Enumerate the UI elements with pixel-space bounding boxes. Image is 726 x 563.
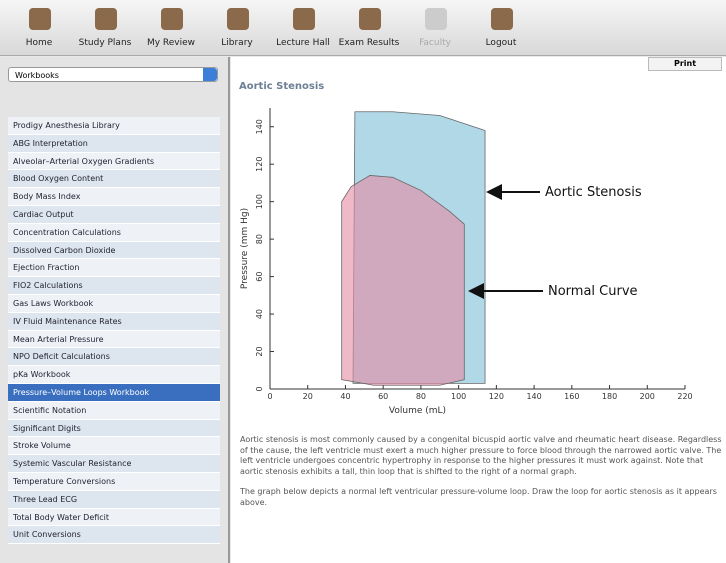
y-tick-label: 0	[255, 386, 264, 391]
x-tick-label: 60	[378, 392, 388, 401]
workbook-item[interactable]: Prodigy Anesthesia Library	[8, 117, 220, 135]
toolbar-label: Library	[204, 38, 270, 48]
workbook-item[interactable]: Scientific Notation	[8, 402, 220, 420]
toolbar-button[interactable]: Faculty	[402, 0, 468, 56]
workbook-item[interactable]: Systemic Vascular Resistance	[8, 455, 220, 473]
workbook-item[interactable]: pKa Workbook	[8, 366, 220, 384]
toolbar-button[interactable]: Logout	[468, 0, 534, 56]
toolbar-button[interactable]: Exam Results	[336, 0, 402, 56]
workbook-item[interactable]: Unit Conversions	[8, 526, 220, 544]
toolbar-icon	[161, 8, 183, 30]
workbook-item[interactable]: Body Mass Index	[8, 188, 220, 206]
description: Aortic stenosis is most commonly caused …	[240, 435, 724, 518]
toolbar-label: Exam Results	[336, 38, 402, 48]
workbook-item[interactable]: ABG Interpretation	[8, 135, 220, 153]
toolbar-button[interactable]: My Review	[138, 0, 204, 56]
x-tick-label: 180	[602, 392, 617, 401]
legend-label: Aortic Stenosis	[545, 185, 642, 200]
toolbar-label: Faculty	[402, 38, 468, 48]
print-button[interactable]: Print	[648, 57, 722, 71]
toolbar-button[interactable]: Study Plans	[72, 0, 138, 56]
toolbar-label: Lecture Hall	[270, 38, 336, 48]
workbook-item[interactable]: Dissolved Carbon Dioxide	[8, 242, 220, 260]
x-tick-label: 20	[303, 392, 313, 401]
toolbar-icon	[95, 8, 117, 30]
toolbar-icon	[227, 8, 249, 30]
workbook-item[interactable]: FIO2 Calculations	[8, 277, 220, 295]
x-tick-label: 40	[340, 392, 350, 401]
x-axis-label: Volume (mL)	[389, 406, 446, 416]
toolbar-icon	[29, 8, 51, 30]
workbook-item[interactable]: Ejection Fraction	[8, 259, 220, 277]
legend-label: Normal Curve	[548, 284, 638, 299]
toolbar-button[interactable]: Home	[6, 0, 72, 56]
content: Print Aortic Stenosis 0 20 40 60 80 100 120 140…	[231, 57, 726, 563]
y-tick-label: 20	[255, 346, 264, 356]
workbook-select[interactable]: Workbooks	[8, 67, 218, 82]
workbook-item[interactable]: Gas Laws Workbook	[8, 295, 220, 313]
x-tick-label: 140	[526, 392, 541, 401]
x-tick-label: 0	[267, 392, 272, 401]
toolbar-icon	[425, 8, 447, 30]
x-tick-label: 100	[451, 392, 466, 401]
toolbar-label: Logout	[468, 38, 534, 48]
y-tick-label: 80	[255, 234, 264, 244]
x-tick-label: 120	[489, 392, 504, 401]
y-tick-label: 100	[255, 194, 264, 209]
workbook-item[interactable]: Alveolar–Arterial Oxygen Gradients	[8, 153, 220, 171]
toolbar-label: Study Plans	[72, 38, 138, 48]
page: HomeStudy PlansMy ReviewLibraryLecture H…	[0, 0, 726, 563]
workbook-item[interactable]: IV Fluid Maintenance Rates	[8, 313, 220, 331]
workbook-item[interactable]: Temperature Conversions	[8, 473, 220, 491]
workbook-item[interactable]: Cardiac Output	[8, 206, 220, 224]
x-tick-label: 220	[677, 392, 692, 401]
workbook-item[interactable]: Concentration Calculations	[8, 224, 220, 242]
workbook-item[interactable]: Mean Arterial Pressure	[8, 331, 220, 349]
toolbar-label: My Review	[138, 38, 204, 48]
y-tick-label: 120	[255, 157, 264, 172]
workbook-item[interactable]: Stroke Volume	[8, 437, 220, 455]
y-tick-label: 60	[255, 272, 264, 282]
paragraph: Aortic stenosis is most commonly caused …	[240, 435, 724, 477]
toolbar-icon	[359, 8, 381, 30]
toolbar-icon	[491, 8, 513, 30]
toolbar-button[interactable]: Lecture Hall	[270, 0, 336, 56]
y-tick-label: 40	[255, 309, 264, 319]
y-axis-label: Pressure (mm Hg)	[240, 208, 250, 289]
workbook-item[interactable]: NPO Deficit Calculations	[8, 348, 220, 366]
y-tick-label: 140	[255, 119, 264, 134]
toolbar-label: Home	[6, 38, 72, 48]
heading: Aortic Stenosis	[239, 81, 324, 92]
workbook-item[interactable]: Total Body Water Deficit	[8, 509, 220, 527]
workbook-item[interactable]: Three Lead ECG	[8, 491, 220, 509]
toolbar-button[interactable]: Library	[204, 0, 270, 56]
x-tick-label: 200	[640, 392, 655, 401]
workbook-item[interactable]: Significant Digits	[8, 420, 220, 438]
chart: 0 20 40 60 80 100 120 140 160 180 200 220 0 20 40 60 80 1…	[233, 95, 723, 430]
workbook-item[interactable]: Blood Oxygen Content	[8, 170, 220, 188]
workbook-item[interactable]: Pressure–Volume Loops Workbook	[8, 384, 220, 402]
paragraph: The graph below depicts a normal left ve…	[240, 487, 724, 508]
toolbar-icon	[293, 8, 315, 30]
x-tick-label: 80	[416, 392, 426, 401]
x-tick-label: 160	[564, 392, 579, 401]
